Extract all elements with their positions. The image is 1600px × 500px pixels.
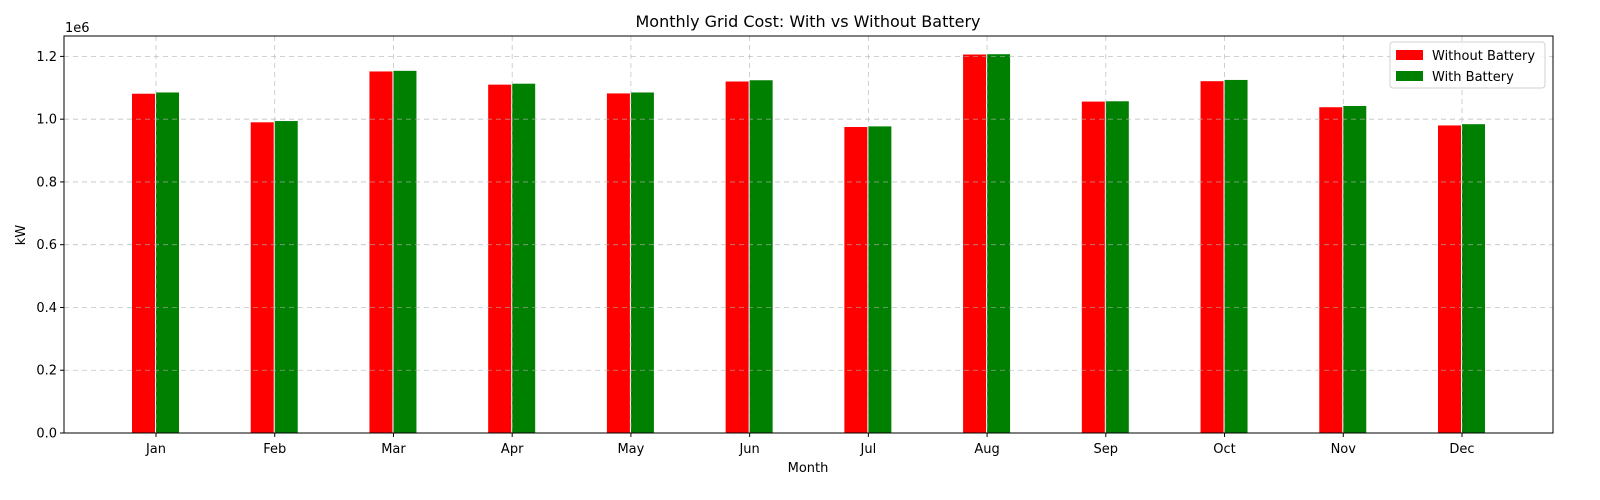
legend: Without Battery With Battery	[1389, 41, 1546, 89]
legend-box	[1389, 41, 1546, 89]
bar-without-battery	[369, 71, 393, 433]
plot-frame	[63, 35, 1554, 434]
bars-layer	[132, 54, 1485, 434]
bar-without-battery	[963, 54, 987, 433]
legend-label: With Battery	[1432, 70, 1514, 85]
y-tick-label: 0.2	[36, 364, 57, 379]
y-tick-label: 0.4	[36, 301, 57, 316]
bar-without-battery	[725, 81, 749, 434]
x-tick-label: Jun	[738, 442, 759, 457]
bar-with-battery	[749, 80, 773, 433]
legend-label: Without Battery	[1432, 49, 1535, 64]
bar-with-battery	[156, 92, 179, 434]
chart-title: Monthly Grid Cost: With vs Without Batte…	[636, 12, 981, 31]
x-tick-label: Sep	[1094, 442, 1119, 457]
bar-with-battery	[1343, 105, 1367, 433]
bar-without-battery	[488, 84, 512, 433]
bar-without-battery	[1081, 101, 1105, 433]
x-tick-label: Aug	[974, 442, 999, 457]
y-offset-label: 1e6	[65, 21, 90, 36]
y-tick-label: 0.0	[36, 427, 57, 442]
x-tick-label: Oct	[1213, 442, 1235, 457]
legend-swatch	[1396, 71, 1423, 81]
x-tick-label: Jan	[145, 442, 166, 457]
y-tick-label: 0.8	[36, 175, 57, 190]
bar-with-battery	[987, 54, 1011, 434]
bar-without-battery	[844, 127, 868, 434]
x-tick-label: Apr	[501, 442, 524, 457]
bar-without-battery	[1319, 107, 1343, 433]
bar-without-battery	[132, 93, 155, 433]
bar-with-battery	[1224, 79, 1248, 433]
bar-with-battery	[393, 70, 417, 433]
legend-swatch	[1396, 50, 1423, 60]
bar-with-battery	[868, 126, 892, 434]
bar-without-battery	[606, 93, 630, 434]
bar-with-battery	[512, 83, 536, 434]
x-tick-label: Dec	[1449, 442, 1474, 457]
bar-with-battery	[630, 92, 654, 434]
y-tick-label: 0.6	[36, 238, 57, 253]
bar-without-battery	[1200, 81, 1224, 434]
bar-with-battery	[1105, 101, 1129, 434]
x-tick-label: Mar	[381, 442, 406, 457]
y-axis-label: kW	[14, 225, 29, 246]
y-tick-label: 1.2	[36, 50, 57, 65]
bar-without-battery	[1438, 125, 1461, 433]
bar-without-battery	[250, 122, 274, 433]
x-axis-label: Month	[788, 461, 829, 476]
x-tick-label: May	[617, 442, 644, 457]
x-tick-label: Nov	[1331, 442, 1357, 457]
ticks-layer: 0.0 0.2 0.4 0.6 0.8 1.0 1.2 Jan Feb Mar Apr May Jun J…	[36, 50, 1474, 457]
grid-layer	[64, 36, 1553, 434]
x-tick-label: Feb	[263, 442, 286, 457]
x-tick-label: Jul	[860, 442, 877, 457]
bar-with-battery	[1462, 124, 1485, 434]
bar-with-battery	[274, 121, 298, 433]
y-tick-label: 1.0	[36, 113, 57, 128]
